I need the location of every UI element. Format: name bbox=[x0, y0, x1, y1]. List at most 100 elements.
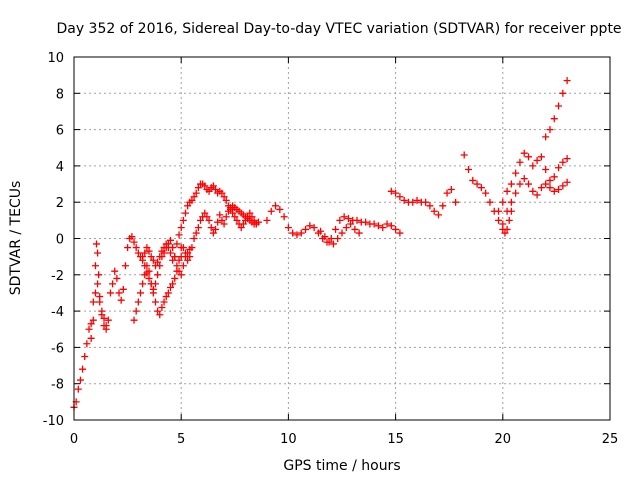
data-point bbox=[132, 244, 140, 252]
y-axis-label: SDTVAR / TECUs bbox=[8, 181, 24, 296]
data-point bbox=[119, 285, 127, 293]
data-point bbox=[154, 307, 162, 315]
data-point bbox=[175, 231, 183, 239]
tick-labels: 0 5 10 15 20 25 -10 -8 -6 -4 -2 0 2 4 6 8 10 bbox=[43, 51, 619, 447]
data-point bbox=[529, 162, 537, 170]
data-point bbox=[218, 189, 226, 197]
data-point bbox=[102, 325, 110, 333]
data-point bbox=[94, 280, 102, 288]
data-point bbox=[550, 115, 558, 123]
data-point bbox=[434, 211, 442, 219]
data-point bbox=[520, 175, 528, 183]
data-point bbox=[132, 307, 140, 315]
data-point bbox=[188, 196, 196, 204]
data-point bbox=[109, 280, 117, 288]
data-point bbox=[550, 187, 558, 195]
data-point bbox=[158, 303, 166, 311]
data-point bbox=[302, 225, 310, 233]
data-point bbox=[338, 229, 346, 237]
data-point bbox=[542, 180, 550, 188]
data-point bbox=[439, 202, 447, 210]
data-point bbox=[503, 225, 511, 233]
data-point bbox=[542, 133, 550, 141]
data-point bbox=[149, 256, 157, 264]
data-point bbox=[525, 153, 533, 161]
data-point bbox=[220, 220, 228, 228]
data-point bbox=[347, 220, 355, 228]
data-point bbox=[237, 224, 245, 232]
data-point bbox=[83, 340, 91, 348]
data-point bbox=[143, 262, 151, 270]
data-point bbox=[207, 224, 215, 232]
data-point bbox=[104, 316, 112, 324]
data-point bbox=[130, 238, 138, 246]
data-point bbox=[74, 385, 82, 393]
data-point bbox=[134, 249, 142, 257]
data-point bbox=[529, 187, 537, 195]
data-point bbox=[555, 164, 563, 172]
data-point bbox=[499, 220, 507, 228]
data-point bbox=[482, 189, 490, 197]
data-point bbox=[128, 233, 136, 241]
data-point bbox=[145, 274, 153, 282]
data-point bbox=[95, 271, 103, 279]
data-point bbox=[289, 229, 297, 237]
y-tick-label: -8 bbox=[51, 378, 64, 393]
data-point bbox=[231, 213, 239, 221]
data-point bbox=[555, 102, 563, 110]
data-point bbox=[220, 193, 228, 201]
data-point bbox=[117, 296, 125, 304]
y-tick-label: -4 bbox=[51, 305, 64, 320]
data-point bbox=[169, 256, 177, 264]
data-point bbox=[143, 244, 151, 252]
data-point bbox=[87, 334, 95, 342]
y-tick-label: 4 bbox=[56, 160, 64, 175]
data-point bbox=[136, 289, 144, 297]
data-point bbox=[542, 166, 550, 174]
data-point bbox=[460, 151, 468, 159]
data-point bbox=[507, 198, 515, 206]
data-point bbox=[209, 182, 217, 190]
data-point bbox=[525, 180, 533, 188]
data-point bbox=[306, 222, 314, 230]
data-point bbox=[192, 189, 200, 197]
data-point bbox=[342, 224, 350, 232]
data-point bbox=[464, 166, 472, 174]
data-point bbox=[93, 240, 101, 248]
data-point bbox=[503, 187, 511, 195]
data-point bbox=[246, 209, 254, 217]
data-point bbox=[154, 271, 162, 279]
data-point bbox=[276, 205, 284, 213]
data-point bbox=[79, 365, 87, 373]
data-point bbox=[392, 225, 400, 233]
data-point bbox=[154, 258, 162, 266]
data-point bbox=[91, 262, 99, 270]
data-point bbox=[177, 271, 185, 279]
y-tick-label: 6 bbox=[56, 124, 64, 139]
y-tick-label: 8 bbox=[56, 87, 64, 102]
data-point bbox=[469, 176, 477, 184]
data-point bbox=[495, 216, 503, 224]
data-point bbox=[147, 280, 155, 288]
data-point bbox=[254, 218, 262, 226]
data-point bbox=[173, 240, 181, 248]
data-point bbox=[516, 180, 524, 188]
data-point bbox=[149, 289, 157, 297]
data-point bbox=[124, 244, 132, 252]
data-point bbox=[145, 247, 153, 255]
data-point bbox=[370, 220, 378, 228]
data-point bbox=[216, 211, 224, 219]
data-point bbox=[280, 213, 288, 221]
data-point bbox=[106, 289, 114, 297]
data-point bbox=[392, 189, 400, 197]
data-point bbox=[162, 240, 170, 248]
data-point bbox=[284, 224, 292, 232]
data-point bbox=[175, 256, 183, 264]
data-point bbox=[332, 225, 340, 233]
data-point bbox=[218, 216, 226, 224]
data-point bbox=[344, 215, 352, 223]
data-point bbox=[179, 244, 187, 252]
data-point bbox=[96, 298, 104, 306]
data-point bbox=[443, 189, 451, 197]
series-s3 bbox=[130, 244, 185, 324]
